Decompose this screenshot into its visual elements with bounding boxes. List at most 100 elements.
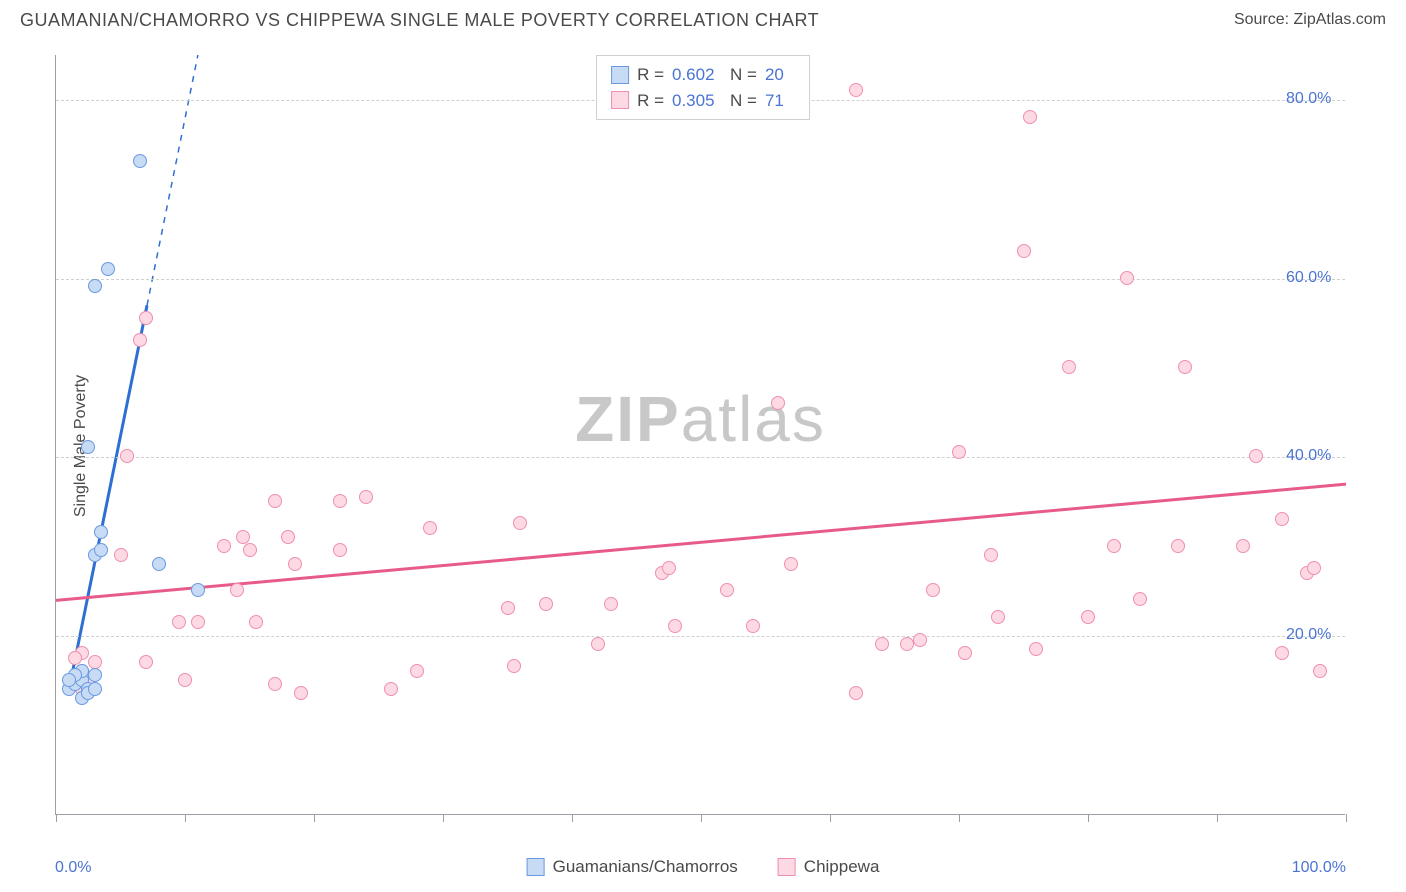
data-point (849, 83, 863, 97)
data-point (784, 557, 798, 571)
data-point (1120, 271, 1134, 285)
data-point (333, 494, 347, 508)
data-point (849, 686, 863, 700)
data-point (900, 637, 914, 651)
data-point (1062, 360, 1076, 374)
plot-area: ZIPatlas 20.0%40.0%60.0%80.0% (55, 55, 1345, 815)
data-point (1275, 646, 1289, 660)
x-tick (1088, 814, 1089, 822)
source-name: ZipAtlas.com (1294, 11, 1386, 28)
stat-n-value: 20 (765, 62, 795, 88)
data-point (268, 677, 282, 691)
data-point (281, 530, 295, 544)
data-point (114, 548, 128, 562)
data-point (410, 664, 424, 678)
data-point (288, 557, 302, 571)
data-point (88, 279, 102, 293)
data-point (913, 633, 927, 647)
stat-r-label: R = (637, 88, 664, 114)
stats-legend-row: R = 0.602 N = 20 (611, 62, 795, 88)
x-tick (314, 814, 315, 822)
data-point (1249, 449, 1263, 463)
data-point (423, 521, 437, 535)
data-point (191, 615, 205, 629)
legend-label: Chippewa (804, 857, 880, 877)
data-point (81, 440, 95, 454)
legend-label: Guamanians/Chamorros (553, 857, 738, 877)
data-point (249, 615, 263, 629)
watermark-bold: ZIP (575, 383, 681, 455)
data-point (217, 539, 231, 553)
data-point (88, 682, 102, 696)
data-point (236, 530, 250, 544)
data-point (191, 583, 205, 597)
data-point (1107, 539, 1121, 553)
stat-r-value: 0.305 (672, 88, 722, 114)
x-tick (56, 814, 57, 822)
data-point (1081, 610, 1095, 624)
data-point (662, 561, 676, 575)
data-point (1275, 512, 1289, 526)
data-point (384, 682, 398, 696)
chart-title: GUAMANIAN/CHAMORRO VS CHIPPEWA SINGLE MA… (20, 10, 819, 31)
legend-item: Guamanians/Chamorros (527, 857, 738, 877)
trend-lines-layer (56, 55, 1345, 814)
data-point (133, 333, 147, 347)
data-point (1017, 244, 1031, 258)
series-legend: Guamanians/Chamorros Chippewa (527, 857, 880, 877)
data-point (668, 619, 682, 633)
data-point (1133, 592, 1147, 606)
data-point (720, 583, 734, 597)
data-point (771, 396, 785, 410)
data-point (294, 686, 308, 700)
legend-item: Chippewa (778, 857, 880, 877)
data-point (875, 637, 889, 651)
data-point (1178, 360, 1192, 374)
y-gridline (56, 279, 1345, 280)
data-point (101, 262, 115, 276)
data-point (1307, 561, 1321, 575)
data-point (591, 637, 605, 651)
data-point (513, 516, 527, 530)
x-tick (572, 814, 573, 822)
data-point (604, 597, 618, 611)
data-point (139, 655, 153, 669)
stat-r-value: 0.602 (672, 62, 722, 88)
stat-n-label: N = (730, 62, 757, 88)
data-point (1236, 539, 1250, 553)
x-tick (443, 814, 444, 822)
data-point (62, 673, 76, 687)
data-point (120, 449, 134, 463)
data-point (1313, 664, 1327, 678)
data-point (984, 548, 998, 562)
watermark-light: atlas (681, 383, 826, 455)
data-point (88, 668, 102, 682)
data-point (507, 659, 521, 673)
data-point (94, 543, 108, 557)
x-tick (959, 814, 960, 822)
x-tick (1217, 814, 1218, 822)
x-tick (185, 814, 186, 822)
data-point (926, 583, 940, 597)
stats-legend-row: R =0.305N =71 (611, 88, 795, 114)
data-point (268, 494, 282, 508)
source-prefix: Source: (1234, 11, 1294, 28)
stat-r-label: R = (637, 62, 664, 88)
data-point (139, 311, 153, 325)
x-axis-max-label: 100.0% (1292, 859, 1346, 877)
data-point (359, 490, 373, 504)
stats-legend-box: R =0.602N =20R =0.305N =71 (596, 55, 810, 120)
stat-n-label: N = (730, 88, 757, 114)
data-point (333, 543, 347, 557)
data-point (230, 583, 244, 597)
data-point (88, 655, 102, 669)
legend-swatch (611, 91, 629, 109)
data-point (94, 525, 108, 539)
data-point (133, 154, 147, 168)
data-point (1171, 539, 1185, 553)
y-gridline (56, 636, 1345, 637)
x-axis-min-label: 0.0% (55, 859, 91, 877)
data-point (1029, 642, 1043, 656)
watermark: ZIPatlas (575, 382, 826, 456)
data-point (1023, 110, 1037, 124)
